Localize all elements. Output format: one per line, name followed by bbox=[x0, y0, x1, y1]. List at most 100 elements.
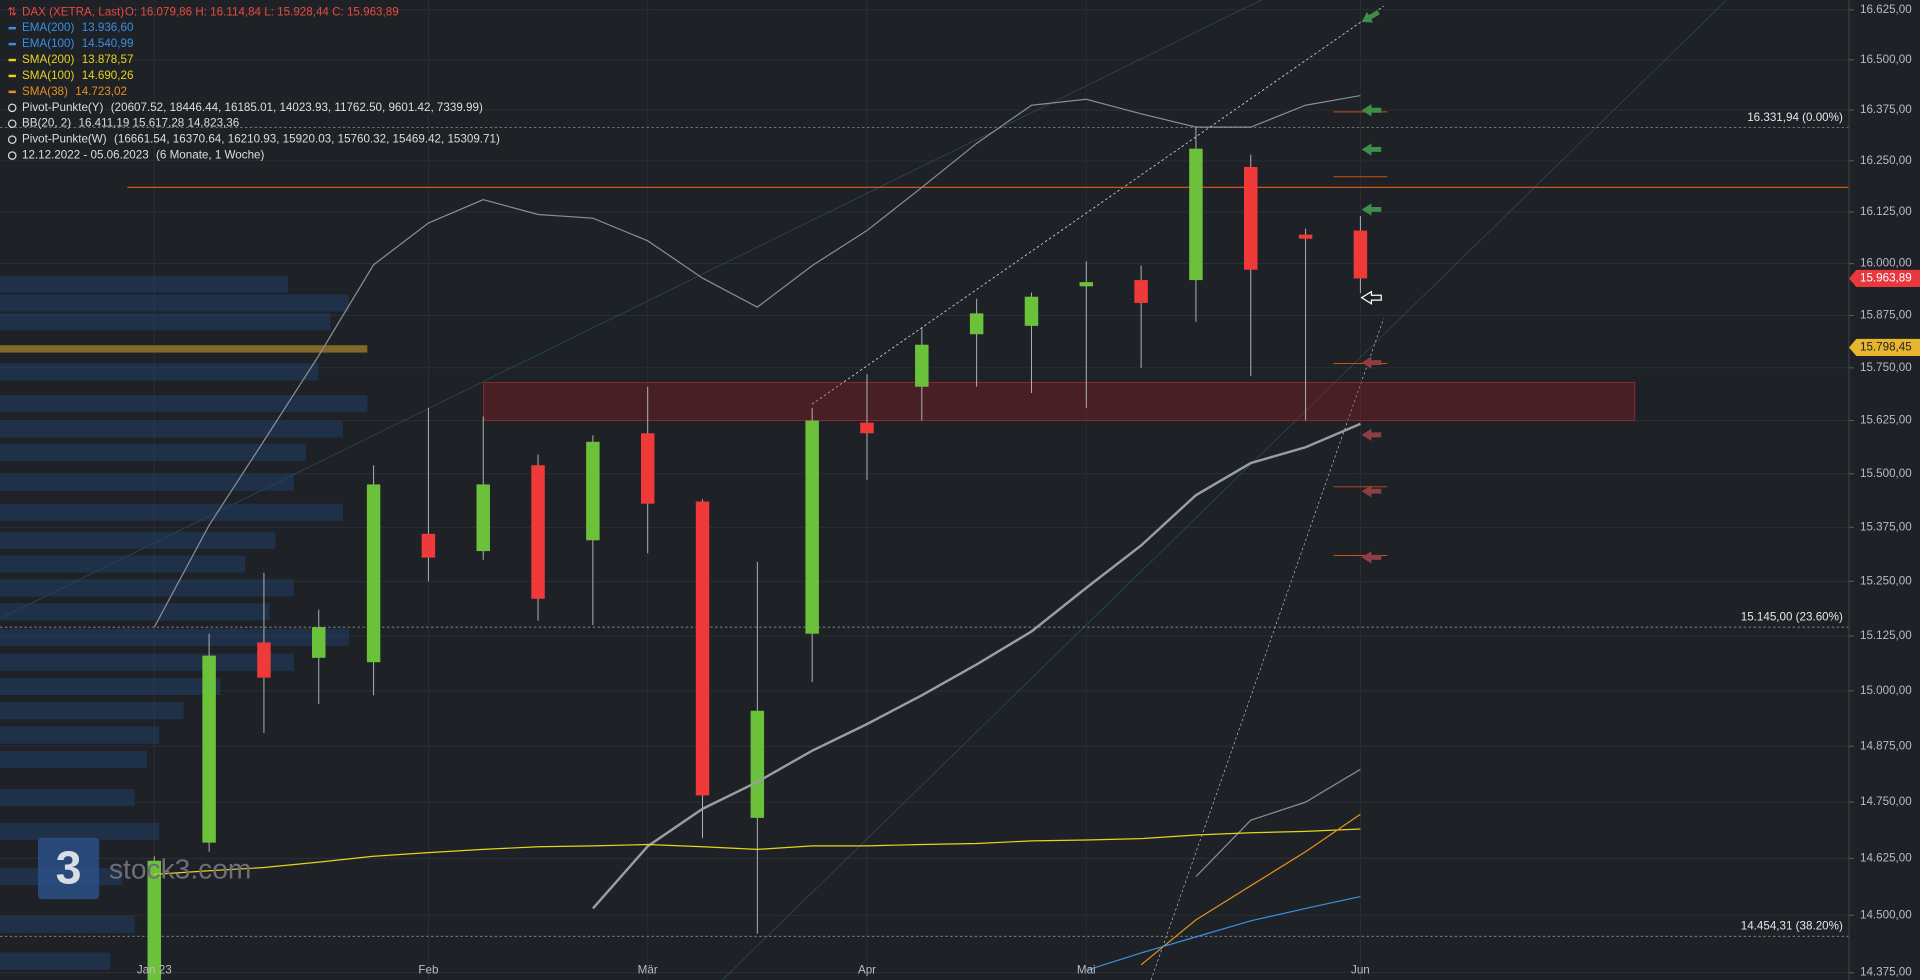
legend-value: 13.936,60 bbox=[82, 21, 134, 34]
chart-subtitle: O: 16.079,86 H: 16.114,84 L: 15.928,44 C… bbox=[125, 5, 399, 18]
volume-profile bbox=[0, 275, 368, 970]
candle-body bbox=[257, 642, 271, 678]
y-tick-label: 16.250,00 bbox=[1860, 154, 1912, 167]
candle-body bbox=[1244, 166, 1258, 270]
indicator-line bbox=[154, 828, 1361, 876]
profile-bar bbox=[0, 363, 319, 381]
legend-name: EMA(100) bbox=[22, 37, 74, 50]
legend-name: SMA(100) bbox=[22, 69, 74, 82]
legend-icon bbox=[7, 151, 17, 160]
legend-swatch bbox=[8, 74, 16, 78]
legend-entry: SMA(100) 14.690,26 bbox=[22, 69, 133, 82]
candle-body bbox=[366, 484, 381, 663]
y-tick-label: 14.875,00 bbox=[1860, 739, 1912, 752]
legend-name: 12.12.2022 - 05.06.2023 bbox=[22, 149, 149, 162]
fib-label: 15.145,00 (23.60%) bbox=[1741, 610, 1843, 623]
watermark-text: stock3.com bbox=[109, 853, 251, 884]
legend-entry: EMA(100) 14.540,99 bbox=[22, 37, 133, 50]
profile-bar bbox=[0, 503, 343, 521]
y-tick-label: 14.750,00 bbox=[1860, 795, 1912, 808]
legend-entry: Pivot-Punkte(Y) (20607.52, 18446.44, 1618… bbox=[22, 101, 483, 114]
legend-value: 16.411,19 15.617,28 14.823,36 bbox=[78, 117, 239, 130]
y-tick-label: 16.000,00 bbox=[1860, 257, 1912, 270]
profile-bar bbox=[0, 603, 270, 621]
legend-name: Pivot-Punkte(W) bbox=[22, 133, 107, 146]
fib-label: 14.454,31 (38.20%) bbox=[1741, 919, 1843, 932]
candle-body bbox=[750, 710, 765, 818]
candle-body bbox=[695, 501, 710, 796]
x-tick-label: Mai bbox=[1077, 963, 1096, 976]
legend-entry: SMA(200) 13.878,57 bbox=[22, 53, 133, 66]
candle-body bbox=[1298, 234, 1313, 239]
y-tick-label: 15.500,00 bbox=[1860, 467, 1912, 480]
profile-bar bbox=[0, 395, 368, 413]
legend-value: (20607.52, 18446.44, 16185.01, 14023.93,… bbox=[111, 101, 483, 114]
y-tick-label: 14.375,00 bbox=[1860, 966, 1912, 979]
profile-bar bbox=[0, 579, 294, 597]
price-tag-label: 15.798,45 bbox=[1860, 341, 1912, 354]
legend-name: Pivot-Punkte(Y) bbox=[22, 101, 104, 114]
indicator-line bbox=[1086, 895, 1361, 971]
profile-bar bbox=[0, 473, 294, 491]
zone bbox=[483, 382, 1636, 422]
profile-bar bbox=[0, 294, 349, 312]
y-tick-label: 14.625,00 bbox=[1860, 852, 1912, 865]
candle-body bbox=[147, 860, 162, 980]
profile-bar bbox=[0, 628, 349, 646]
trend-line bbox=[722, 0, 1727, 980]
trend-line bbox=[811, 5, 1384, 405]
profile-bar bbox=[0, 677, 221, 696]
y-tick-label: 14.500,00 bbox=[1860, 908, 1912, 921]
y-tick-label: 16.500,00 bbox=[1860, 53, 1912, 66]
y-tick-label: 16.375,00 bbox=[1860, 103, 1912, 116]
candle-body bbox=[531, 465, 545, 599]
candle-body bbox=[860, 422, 874, 434]
legend-value: (6 Monate, 1 Woche) bbox=[156, 149, 264, 162]
candle-body bbox=[1189, 148, 1203, 281]
indicator-line bbox=[1140, 813, 1361, 966]
legend-value: (16661.54, 16370.64, 16210.93, 15920.03,… bbox=[114, 133, 500, 146]
legend-entry: 12.12.2022 - 05.06.2023 (6 Monate, 1 Woch… bbox=[22, 149, 264, 162]
candle-body bbox=[1353, 230, 1368, 279]
profile-bar bbox=[0, 420, 343, 438]
y-tick-label: 15.625,00 bbox=[1860, 414, 1912, 427]
profile-bar bbox=[0, 531, 276, 549]
profile-bar bbox=[0, 313, 331, 331]
x-tick-label: Jan 23 bbox=[137, 963, 172, 976]
legend-name: BB(20, 2) bbox=[22, 117, 71, 130]
x-tick-label: Mär bbox=[638, 963, 658, 976]
candle-body bbox=[476, 484, 490, 552]
x-tick-label: Jun bbox=[1351, 963, 1370, 976]
candle-body bbox=[805, 420, 819, 634]
y-tick-label: 15.750,00 bbox=[1860, 361, 1912, 374]
profile-bar bbox=[0, 443, 307, 461]
y-tick-label: 16.625,00 bbox=[1860, 3, 1912, 16]
x-tick-label: Apr bbox=[858, 963, 876, 976]
y-tick-label: 15.375,00 bbox=[1860, 520, 1912, 533]
legend-entry: SMA(38) 14.723,02 bbox=[22, 85, 127, 98]
legend-entry: EMA(200) 13.936,60 bbox=[22, 21, 134, 34]
profile-bar bbox=[0, 915, 135, 934]
candle-body bbox=[202, 655, 216, 843]
profile-bar bbox=[0, 653, 294, 671]
y-axis: 16.625,00 16.500,00 16.375,00 16.250,00 16.1… bbox=[137, 3, 1920, 979]
profile-bar bbox=[0, 555, 245, 573]
y-tick-label: 15.250,00 bbox=[1860, 574, 1912, 587]
price-tag bbox=[1848, 338, 1920, 357]
candle-body bbox=[640, 433, 655, 504]
candle-body bbox=[1024, 296, 1039, 326]
indicator-line bbox=[1195, 768, 1361, 878]
price-tag bbox=[1848, 269, 1920, 288]
logo-text: 3 bbox=[56, 841, 82, 893]
profile-bar bbox=[0, 751, 147, 769]
candle-body bbox=[586, 441, 600, 541]
y-tick-label: 15.875,00 bbox=[1860, 309, 1912, 322]
indicator-lines bbox=[153, 94, 1361, 971]
legend-icon bbox=[7, 103, 17, 113]
legend-swatch bbox=[8, 90, 16, 94]
profile-bar bbox=[0, 789, 135, 807]
profile-bar bbox=[0, 726, 160, 744]
profile-bar bbox=[0, 952, 111, 970]
